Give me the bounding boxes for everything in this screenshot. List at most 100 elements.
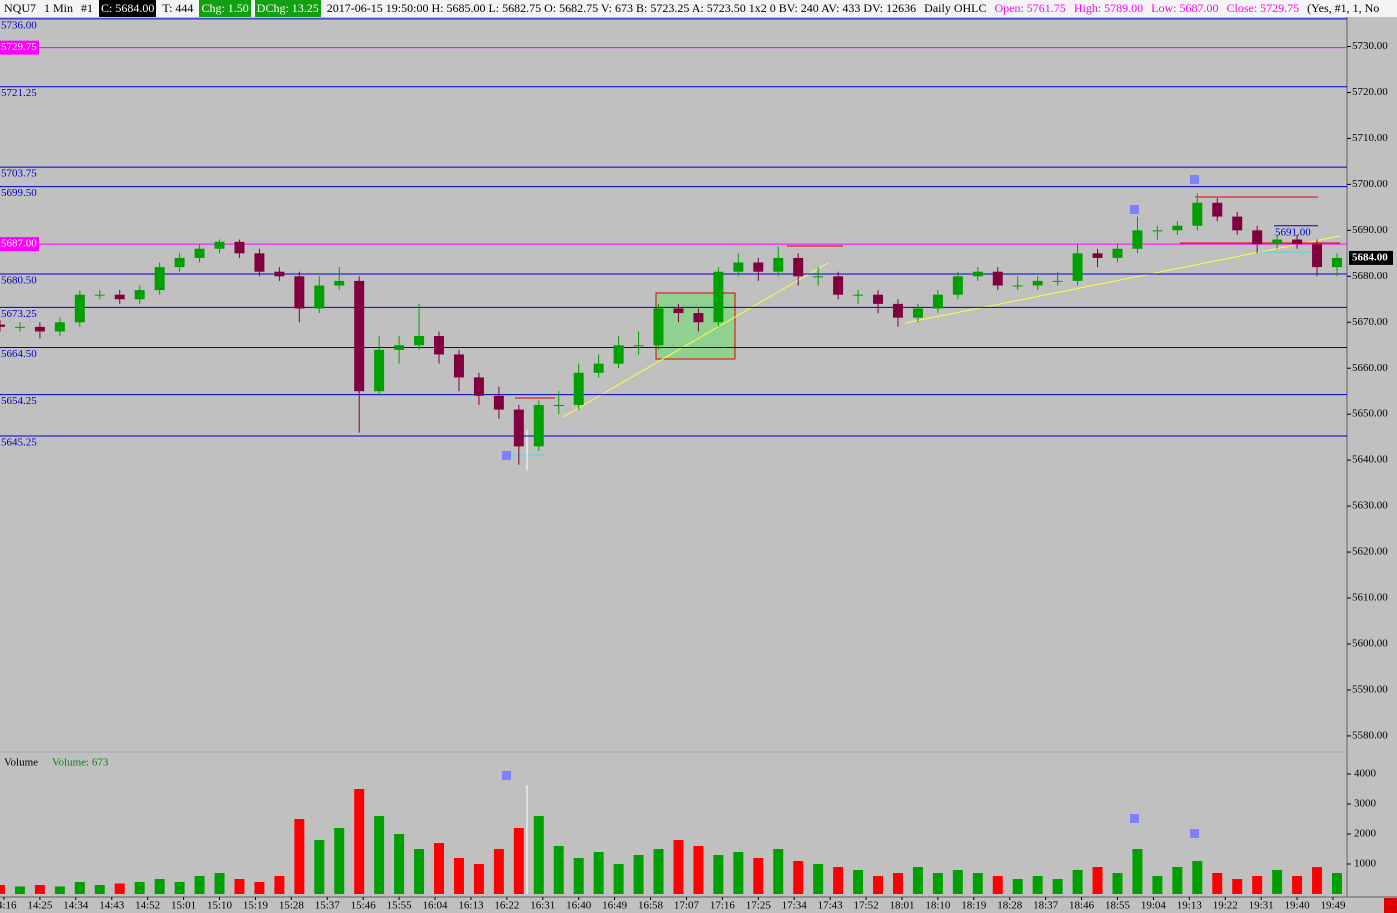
candle-body [394,345,405,350]
y-tick-label: 5650.00 [1352,408,1388,420]
volume-bar [1052,879,1063,894]
header-item: High: 5789.00 [1073,1,1144,15]
volume-bar [493,849,504,894]
candle-body [1252,230,1263,245]
x-tick-label: 19:49 [1320,900,1346,912]
corner-box [1384,898,1397,913]
x-tick-label: 16:49 [602,900,628,912]
candle-body [1052,280,1063,282]
candle-body [414,336,425,346]
volume-title: Volume [4,757,38,769]
y-tick-label: 5600.00 [1352,638,1388,650]
x-tick-label: 19:31 [1249,900,1274,912]
candle-body [513,409,524,447]
volume-bar [1172,867,1183,894]
volume-bar [473,864,484,894]
header-item: Chg: 1.50 [199,0,251,17]
candle-body [274,271,285,277]
y-tick-label: 5640.00 [1352,454,1388,466]
volume-bar [972,873,983,894]
candle-body [194,248,205,258]
volume-bar [134,882,145,894]
y2-tick-label: 2000 [1354,828,1377,840]
volume-bar [354,789,365,894]
signal-marker [1130,205,1139,214]
level-tag [0,40,39,55]
x-tick-label: 18:28 [997,900,1023,912]
volume-bar [1032,876,1043,894]
volume-bar [773,849,784,894]
x-tick-label: 17:43 [818,900,844,912]
volume-bar [453,858,464,894]
x-tick-label: 16:04 [422,900,448,912]
y2-tick-label: 4000 [1354,768,1377,780]
x-tick-label: 14:34 [63,900,89,912]
volume-bar [234,879,245,894]
volume-bar [952,870,963,894]
candle-body [753,262,764,272]
candle-body [1132,230,1143,249]
drawings [0,17,1397,913]
volume-bar [892,873,903,894]
volume-bar [254,882,265,894]
x-tick-label: 17:34 [782,900,808,912]
y-tick-label: 5670.00 [1352,316,1388,328]
candle-body [1012,285,1023,287]
x-tick-label: 16:58 [638,900,664,912]
x-tick-label: 16:13 [458,900,484,912]
volume-label: Volume: 673 [52,757,109,769]
candle-body [693,313,704,323]
candle-body [633,345,644,347]
volume-bar [733,852,744,894]
candle-body [254,253,265,272]
candle-body [94,294,105,296]
header-item: Close: 5729.75 [1226,1,1300,15]
candle-body [713,271,724,323]
candle-body [1212,202,1223,217]
volume-bar [553,846,564,894]
volume-bar [1012,879,1023,894]
candle-body [473,377,484,396]
y2-tick-label: 3000 [1354,798,1377,810]
volume-bar [1312,867,1323,894]
candle-body [1332,257,1342,268]
candle-body [972,271,983,277]
level-label: 5736.00 [1,19,37,31]
candle-body [992,271,1003,286]
volume-bar [853,870,864,894]
volume-bar [693,846,704,894]
candle-body [573,372,584,405]
level-tag [0,237,39,252]
signal-marker [1130,814,1139,823]
volume-bar [873,876,884,894]
x-tick-label: 15:19 [243,900,269,912]
candle-body [1072,253,1083,281]
header-item: #1 [81,1,94,15]
candle-body [1292,239,1303,245]
volume-bar [633,855,644,894]
volume-bar [114,883,125,894]
header-item: T: 444 [162,1,194,15]
x-tick-label: 14:52 [135,900,160,912]
header-item: Open: 5761.75 [994,1,1066,15]
candle-body [733,262,744,272]
y-tick-label: 5730.00 [1352,40,1388,52]
y-tick-label: 5690.00 [1352,224,1388,236]
candle-body [14,326,25,328]
candle-body [294,276,305,309]
volume-bar [813,864,824,894]
volume-bar [194,876,205,894]
candle-body [34,326,45,332]
x-tick-label: 17:52 [854,900,879,912]
candle-body [1092,253,1103,258]
candle-body [314,285,325,309]
candle-body [952,276,963,295]
y-tick-label: 5660.00 [1352,362,1388,374]
x-tick-label: 16:31 [530,900,555,912]
volume-bar [154,879,165,894]
level-label: 5680.50 [1,275,37,287]
volume-bar [1132,849,1143,894]
level-label: 5645.25 [1,437,37,449]
volume-bar [294,819,305,894]
